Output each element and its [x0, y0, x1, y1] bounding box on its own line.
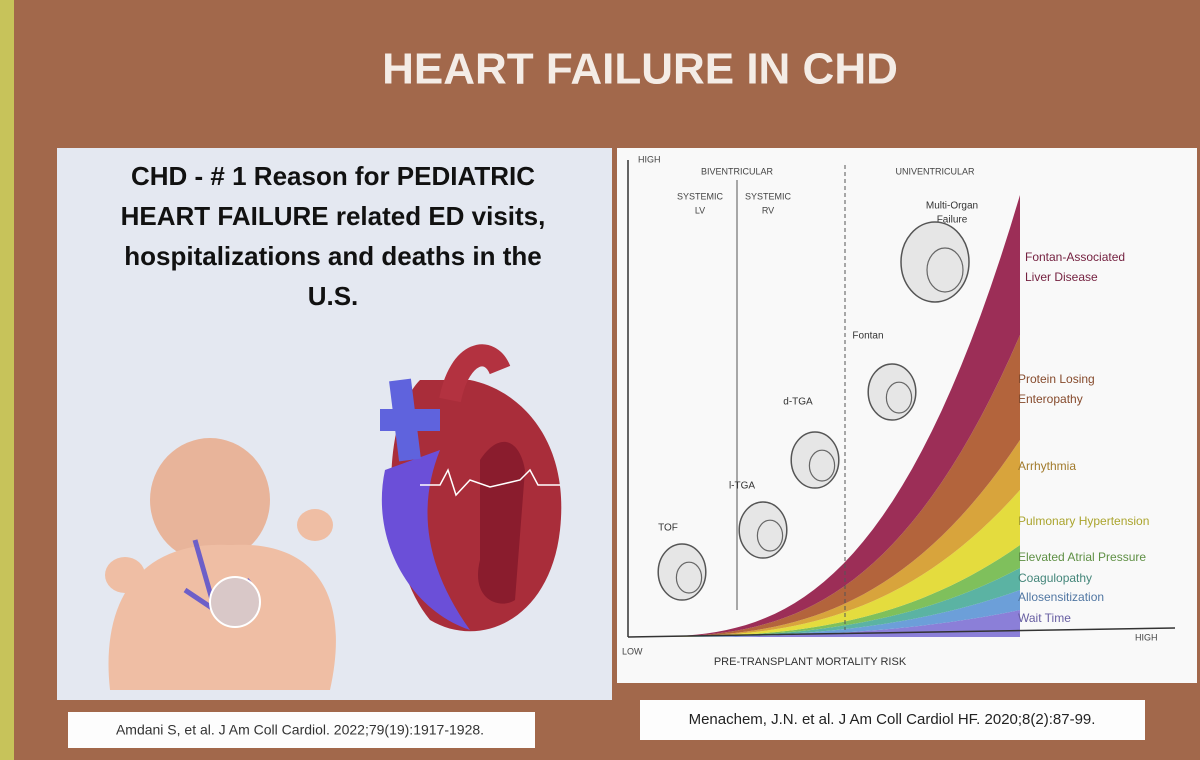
risk-band [628, 335, 1020, 637]
right-citation: Menachem, J.N. et al. J Am Coll Cardiol … [689, 711, 1096, 728]
illustration [105, 344, 562, 690]
risk-band [628, 440, 1020, 637]
risk-bands [628, 195, 1020, 637]
lesion-label: d-TGA [783, 397, 813, 408]
heart-sketch [885, 381, 913, 414]
lesion-label: Multi-Organ [926, 201, 978, 212]
risk-band [628, 568, 1020, 637]
heart-sketch [675, 561, 703, 594]
heart-sketch [808, 449, 836, 482]
subgroup-label: RV [762, 205, 774, 215]
risk-band [628, 545, 1020, 637]
risk-band [628, 195, 1020, 637]
band-label: Arrhythmia [1018, 459, 1076, 473]
subgroup-label: SYSTEMIC [745, 191, 792, 201]
heart-sketch [738, 501, 788, 559]
lesion-label: TOF [658, 523, 678, 534]
left-citation-box [68, 712, 535, 748]
band-label: Pulmonary Hypertension [1018, 514, 1149, 528]
left-citation: Amdani S, et al. J Am Coll Cardiol. 2022… [116, 722, 484, 738]
x-low-label: LOW [622, 646, 643, 656]
right-citation-box [640, 700, 1145, 740]
band-label: Wait Time [1018, 611, 1071, 625]
band-label: Elevated Atrial Pressure [1018, 550, 1146, 564]
lesion-label: Fontan [852, 331, 883, 342]
heading-line: CHD - # 1 Reason for PEDIATRIC [131, 161, 535, 191]
slide-title: HEART FAILURE IN CHD [382, 45, 898, 94]
heading-line: hospitalizations and deaths in the [124, 241, 542, 271]
annotations: Wait Time Allosensitization Coagulopathy El… [657, 191, 1149, 625]
group-label: BIVENTRICULAR [701, 166, 774, 176]
y-high-label: HIGH [638, 154, 661, 164]
band-label: Allosensitization [1018, 590, 1104, 604]
risk-band [628, 610, 1020, 637]
band-label: Coagulopathy [1018, 571, 1092, 585]
band-label: Enteropathy [1018, 392, 1083, 406]
lesion-label: Failure [937, 215, 968, 226]
subgroup-label: LV [695, 205, 705, 215]
screen-edge [0, 0, 14, 760]
heading-line: U.S. [308, 281, 359, 311]
lesion-label: l-TGA [729, 481, 755, 492]
heart-sketch [867, 363, 917, 421]
band-label: Liver Disease [1025, 270, 1098, 284]
heart-sketch [926, 247, 964, 293]
band-label: Fontan-Associated [1025, 250, 1125, 264]
heart-sketch [790, 431, 840, 489]
group-label: UNIVENTRICULAR [895, 166, 975, 176]
band-label: Protein Losing [1018, 372, 1095, 386]
risk-band [628, 590, 1020, 637]
heading-line: HEART FAILURE related ED visits, [121, 201, 546, 231]
heart-sketch [900, 221, 970, 303]
x-axis-label: PRE-TRANSPLANT MORTALITY RISK [714, 656, 907, 668]
x-high-label: HIGH [1135, 632, 1158, 642]
x-axis [627, 627, 1176, 638]
heart-sketch [657, 543, 707, 601]
risk-band [628, 490, 1020, 637]
heart-sketch [756, 519, 784, 552]
subgroup-label: SYSTEMIC [677, 191, 724, 201]
